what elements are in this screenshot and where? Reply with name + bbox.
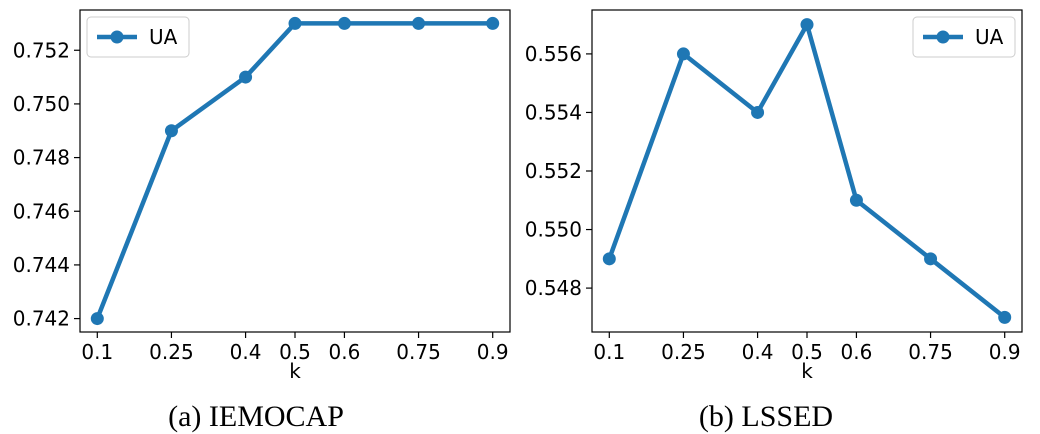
x-tick-label: 0.25 bbox=[661, 340, 706, 364]
caption-iemocap: (a) IEMOCAP bbox=[168, 400, 344, 433]
series-line bbox=[607, 22, 1007, 320]
x-ticks-iemocap: 0.1 0.25 0.4 0.5 0.6 0.75 0.9 bbox=[81, 332, 509, 364]
data-point bbox=[486, 16, 500, 30]
data-point bbox=[164, 124, 178, 138]
data-point bbox=[337, 16, 351, 30]
y-tick-label: 0.548 bbox=[525, 276, 582, 300]
x-tick-label: 0.1 bbox=[593, 340, 625, 364]
x-tick-label: 0.25 bbox=[149, 340, 194, 364]
x-tick-label: 0.5 bbox=[791, 340, 823, 364]
data-point bbox=[412, 16, 426, 30]
legend-lssed: UA bbox=[912, 16, 1016, 58]
x-tick-label: 0.9 bbox=[477, 340, 509, 364]
caption-lssed: (b) LSSED bbox=[699, 400, 833, 433]
legend-iemocap: UA bbox=[86, 16, 190, 58]
y-ticks-lssed: 0.548 0.550 0.552 0.554 0.556 bbox=[525, 42, 592, 300]
x-tick-label: 0.4 bbox=[230, 340, 262, 364]
x-axis-label-iemocap: k bbox=[289, 359, 301, 383]
legend-box bbox=[912, 16, 1016, 58]
x-tick-label: 0.5 bbox=[279, 340, 311, 364]
x-tick-label: 0.1 bbox=[81, 340, 113, 364]
data-point bbox=[90, 312, 104, 326]
legend-swatch-marker bbox=[110, 30, 124, 44]
plot-frame-lssed bbox=[591, 9, 1023, 333]
x-tick-label: 0.6 bbox=[841, 340, 873, 364]
x-tick-label: 0.75 bbox=[908, 340, 953, 364]
data-point bbox=[288, 16, 302, 30]
x-tick-label: 0.75 bbox=[396, 340, 441, 364]
data-point bbox=[751, 105, 765, 119]
y-tick-label: 0.752 bbox=[13, 38, 70, 62]
x-tick-label: 0.9 bbox=[989, 340, 1021, 364]
y-ticks-iemocap: 0.742 0.744 0.746 0.748 0.750 0.752 bbox=[13, 38, 80, 331]
y-tick-label: 0.744 bbox=[13, 253, 70, 277]
x-ticks-lssed: 0.1 0.25 0.4 0.5 0.6 0.75 0.9 bbox=[593, 332, 1021, 364]
y-tick-label: 0.742 bbox=[13, 307, 70, 331]
y-tick-label: 0.750 bbox=[13, 92, 70, 116]
legend-box bbox=[86, 16, 190, 58]
data-point bbox=[800, 18, 814, 32]
legend-label: UA bbox=[975, 25, 1004, 49]
y-tick-label: 0.550 bbox=[525, 218, 582, 242]
y-tick-label: 0.552 bbox=[525, 159, 582, 183]
x-tick-label: 0.4 bbox=[742, 340, 774, 364]
data-point bbox=[676, 47, 690, 61]
y-tick-label: 0.746 bbox=[13, 199, 70, 223]
plot-frame-iemocap bbox=[79, 9, 511, 333]
series-line bbox=[95, 21, 493, 320]
data-point bbox=[239, 70, 253, 84]
data-point bbox=[998, 310, 1012, 324]
series-iemocap bbox=[90, 16, 500, 326]
legend-label: UA bbox=[149, 25, 178, 49]
y-tick-label: 0.554 bbox=[525, 100, 582, 124]
legend-swatch-marker bbox=[936, 30, 950, 44]
y-tick-label: 0.748 bbox=[13, 146, 70, 170]
x-tick-label: 0.6 bbox=[329, 340, 361, 364]
data-point bbox=[849, 193, 863, 207]
data-point bbox=[602, 252, 616, 266]
series-lssed bbox=[602, 18, 1012, 324]
x-axis-label-lssed: k bbox=[801, 359, 813, 383]
data-point bbox=[924, 252, 938, 266]
y-tick-label: 0.556 bbox=[525, 42, 582, 66]
